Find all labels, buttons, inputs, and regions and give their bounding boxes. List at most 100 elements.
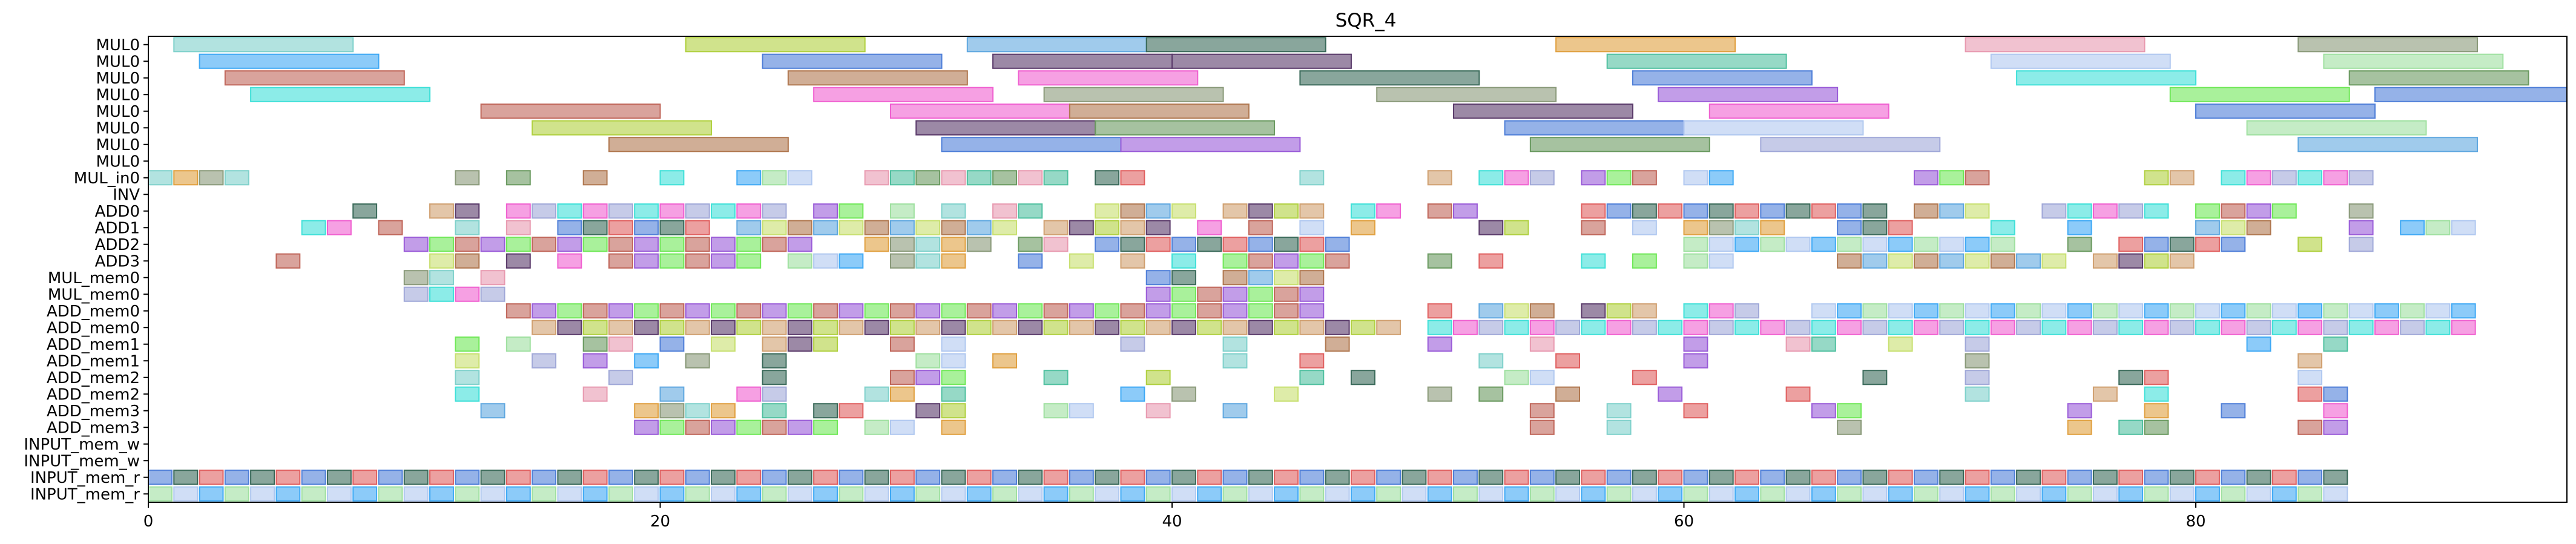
schedule-cell bbox=[1274, 470, 1299, 485]
schedule-cell bbox=[1478, 386, 1504, 402]
schedule-cell bbox=[1376, 320, 1402, 335]
schedule-cell bbox=[1632, 470, 1657, 485]
schedule-cell bbox=[1299, 237, 1325, 252]
schedule-cell bbox=[2298, 470, 2323, 485]
schedule-cell bbox=[992, 320, 1017, 335]
schedule-cell bbox=[250, 470, 275, 485]
schedule-cell bbox=[1274, 386, 1299, 402]
schedule-cell bbox=[2298, 370, 2323, 385]
schedule-cell bbox=[1299, 253, 1325, 269]
schedule-cell bbox=[224, 470, 249, 485]
schedule-cell bbox=[1990, 486, 2015, 502]
y-tick-label: ADD_mem2 bbox=[47, 385, 140, 404]
schedule-cell bbox=[1427, 253, 1452, 269]
schedule-cell bbox=[2323, 403, 2348, 419]
schedule-cell bbox=[1120, 237, 1145, 252]
schedule-cell bbox=[813, 253, 838, 269]
schedule-cell bbox=[1145, 320, 1171, 335]
schedule-cell bbox=[1043, 370, 1069, 385]
schedule-cell bbox=[1683, 320, 1708, 335]
schedule-cell bbox=[1683, 403, 1708, 419]
schedule-cell bbox=[1683, 486, 1708, 502]
schedule-cell bbox=[455, 286, 480, 302]
schedule-cell bbox=[966, 486, 992, 502]
schedule-cell bbox=[736, 486, 762, 502]
schedule-cell bbox=[1222, 237, 1248, 252]
schedule-cell bbox=[1913, 253, 1939, 269]
schedule-cell bbox=[1504, 370, 1529, 385]
schedule-cell bbox=[1658, 203, 1683, 219]
schedule-cell bbox=[1913, 486, 1939, 502]
schedule-cell bbox=[1095, 320, 1120, 335]
schedule-cell bbox=[2067, 403, 2092, 419]
schedule-cell bbox=[506, 303, 531, 319]
schedule-cell bbox=[1862, 470, 1888, 485]
x-tick-label: 80 bbox=[2186, 513, 2205, 531]
schedule-cell bbox=[608, 320, 633, 335]
schedule-cell bbox=[1529, 470, 1555, 485]
schedule-cell bbox=[2195, 303, 2220, 319]
chart-title: SQR_4 bbox=[1336, 10, 1397, 31]
schedule-bar bbox=[480, 103, 661, 119]
schedule-cell bbox=[532, 486, 557, 502]
schedule-cell bbox=[838, 403, 864, 419]
schedule-cell bbox=[1708, 203, 1734, 219]
schedule-cell bbox=[915, 170, 941, 186]
schedule-cell bbox=[1427, 470, 1452, 485]
schedule-cell bbox=[2169, 303, 2195, 319]
schedule-cell bbox=[506, 237, 531, 252]
schedule-cell bbox=[1504, 303, 1529, 319]
schedule-cell bbox=[1837, 237, 1862, 252]
schedule-cell bbox=[1120, 170, 1145, 186]
schedule-cell bbox=[1760, 237, 1785, 252]
schedule-cell bbox=[1274, 320, 1299, 335]
schedule-cell bbox=[2323, 419, 2348, 435]
schedule-cell bbox=[2246, 470, 2271, 485]
schedule-cell bbox=[915, 470, 941, 485]
schedule-cell bbox=[1197, 486, 1222, 502]
schedule-cell bbox=[557, 470, 582, 485]
schedule-cell bbox=[1990, 303, 2015, 319]
schedule-cell bbox=[1504, 470, 1529, 485]
schedule-cell bbox=[1018, 320, 1043, 335]
schedule-cell bbox=[864, 419, 889, 435]
schedule-cell bbox=[813, 303, 838, 319]
schedule-bar bbox=[2195, 103, 2376, 119]
schedule-bar bbox=[2298, 37, 2479, 53]
schedule-cell bbox=[1274, 237, 1299, 252]
schedule-cell bbox=[1145, 403, 1171, 419]
schedule-cell bbox=[634, 403, 659, 419]
schedule-bar bbox=[1069, 103, 1250, 119]
schedule-bar bbox=[1658, 87, 1839, 102]
schedule-cell bbox=[1606, 303, 1632, 319]
schedule-cell bbox=[2271, 320, 2297, 335]
schedule-cell bbox=[634, 419, 659, 435]
schedule-cell bbox=[1606, 203, 1632, 219]
schedule-cell bbox=[2221, 203, 2246, 219]
schedule-cell bbox=[889, 220, 915, 235]
schedule-cell bbox=[1171, 303, 1196, 319]
schedule-cell bbox=[1708, 253, 1734, 269]
schedule-cell bbox=[2067, 203, 2092, 219]
schedule-cell bbox=[1939, 170, 1965, 186]
schedule-cell bbox=[1197, 237, 1222, 252]
y-tick-label: ADD_mem0 bbox=[47, 303, 140, 321]
schedule-cell bbox=[736, 170, 762, 186]
schedule-cell bbox=[2118, 203, 2144, 219]
schedule-cell bbox=[1606, 320, 1632, 335]
schedule-cell bbox=[1018, 470, 1043, 485]
schedule-cell bbox=[532, 303, 557, 319]
schedule-cell bbox=[1453, 203, 1478, 219]
schedule-cell bbox=[608, 470, 633, 485]
schedule-cell bbox=[1478, 253, 1504, 269]
schedule-cell bbox=[659, 303, 685, 319]
schedule-cell bbox=[1299, 353, 1325, 369]
schedule-cell bbox=[2092, 486, 2118, 502]
schedule-cell bbox=[838, 303, 864, 319]
schedule-cell bbox=[1299, 303, 1325, 319]
schedule-cell bbox=[608, 303, 633, 319]
schedule-cell bbox=[2118, 320, 2144, 335]
schedule-cell bbox=[2092, 320, 2118, 335]
schedule-cell bbox=[1632, 170, 1657, 186]
schedule-cell bbox=[838, 470, 864, 485]
